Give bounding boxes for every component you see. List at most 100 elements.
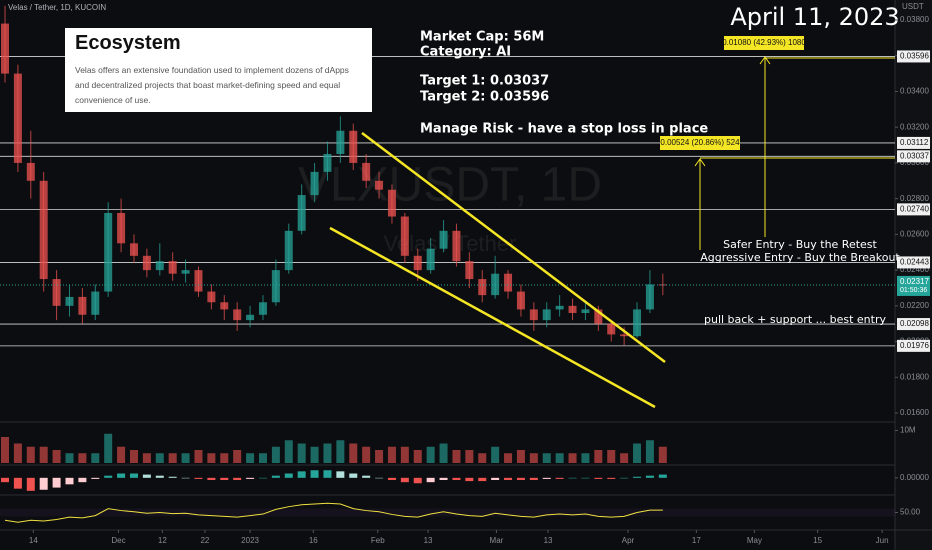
macd-bar (478, 477, 487, 482)
macd-bar (336, 471, 345, 478)
price-axis (895, 0, 932, 550)
x-tick-label: 13 (544, 536, 553, 545)
volume-bar (478, 453, 487, 463)
level-label: 0.02443 (900, 258, 929, 267)
level-box (897, 50, 930, 63)
macd-bar (39, 477, 48, 490)
candle-body (581, 309, 590, 313)
candle-body (529, 309, 538, 321)
volume-bar (516, 450, 525, 463)
right-note: pull back + support ... best entry (704, 313, 886, 326)
volume-bar (400, 446, 409, 463)
macd-bar (246, 477, 255, 479)
macd-bar (323, 470, 332, 478)
candle-body (258, 302, 267, 315)
rsi-line (4, 502, 663, 523)
macd-bar (207, 477, 216, 480)
volume-bar (465, 450, 474, 463)
volume-bar (349, 443, 358, 463)
level-label: 0.03112 (900, 138, 929, 147)
candle-body (645, 284, 654, 310)
candle-body (168, 261, 177, 274)
measure-label: 0.01080 (42.93%) 1080 (722, 38, 806, 47)
candle-body (26, 162, 35, 181)
candle-body (181, 270, 190, 274)
level-box (897, 339, 930, 352)
candle-body (1, 23, 9, 74)
volume-bar (284, 440, 293, 463)
macd-bar (181, 477, 190, 479)
date-label: April 11, 2023 (730, 3, 899, 31)
candle-body (91, 291, 100, 315)
candle-body (542, 309, 551, 321)
volume-bar (233, 450, 242, 463)
candle-body (65, 296, 74, 306)
macd-bar (529, 477, 538, 480)
x-tick-label: 13 (424, 536, 433, 545)
volume-bar (336, 440, 345, 463)
x-tick-label: May (747, 536, 762, 545)
x-tick-label: Dec (111, 536, 125, 545)
macd-bar (26, 477, 35, 491)
x-tick-label: 17 (692, 536, 701, 545)
candle-body (400, 216, 409, 256)
x-tick-label: 2023 (241, 536, 259, 545)
volume-bar (426, 446, 435, 463)
right-note: Safer Entry - Buy the Retest (723, 238, 877, 251)
volume-bar (555, 453, 564, 463)
candle-body (594, 309, 603, 324)
volume-bar (271, 446, 280, 463)
macd-bar (1, 477, 9, 483)
volume-bar (568, 453, 577, 463)
macd-bar (504, 477, 513, 480)
ecosystem-text: Velas offers an extensive foundation use… (75, 65, 349, 105)
volume-bar (491, 446, 500, 463)
macd-bar (465, 477, 474, 482)
y-tick-label: 0.02400 (900, 265, 929, 274)
note: Market Cap: 56M (420, 30, 544, 45)
macd-bar (568, 477, 577, 479)
macd-bar (413, 477, 422, 484)
x-tick-label: 15 (813, 536, 822, 545)
note: Target 1: 0.03037 (420, 74, 549, 89)
level-box (897, 318, 930, 331)
price-pane: 0.016000.018000.020000.022000.024000.026… (0, 5, 930, 545)
volume-bar (594, 450, 603, 463)
macd-bar (142, 474, 151, 478)
measure-label: 0.00524 (20.86%) 524 (660, 138, 740, 147)
note: Category: AI (420, 45, 511, 60)
volume-bar (645, 440, 654, 463)
tick-label: 0.00000 (900, 473, 929, 482)
candle-body (362, 162, 371, 181)
volume-bar (155, 453, 164, 463)
y-tick-label: 0.01600 (900, 408, 929, 417)
volume-bar (362, 446, 371, 463)
volume-bar (375, 450, 384, 463)
volume-bar (620, 453, 629, 463)
macd-bar (491, 477, 500, 480)
candle-body (387, 189, 396, 217)
volume-bar (142, 453, 151, 463)
macd-bar (91, 477, 100, 479)
volume-bar (529, 453, 538, 463)
x-tick-label: Feb (371, 536, 385, 545)
candle-body (504, 273, 513, 292)
macd-bar (155, 475, 164, 478)
macd-bar (284, 473, 293, 478)
volume-bar (168, 453, 177, 463)
macd-bar (78, 477, 87, 483)
x-tick-label: 14 (29, 536, 38, 545)
y-tick-label: 0.03000 (900, 158, 929, 167)
x-tick-label: 22 (200, 536, 209, 545)
candle-body (478, 279, 487, 296)
volume-bar (91, 453, 100, 463)
level-label: 0.02740 (900, 204, 929, 213)
macd-bar (594, 477, 603, 479)
watermark: VLXUSDT, 1D (298, 159, 602, 212)
candle-body (13, 73, 22, 163)
macd-bar (633, 476, 642, 478)
ecosystem-box: Ecosystem Velas offers an extensive foun… (65, 28, 372, 112)
y-tick-label: 0.02800 (900, 194, 929, 203)
candle-body (426, 248, 435, 271)
currency: USDT (902, 2, 924, 11)
